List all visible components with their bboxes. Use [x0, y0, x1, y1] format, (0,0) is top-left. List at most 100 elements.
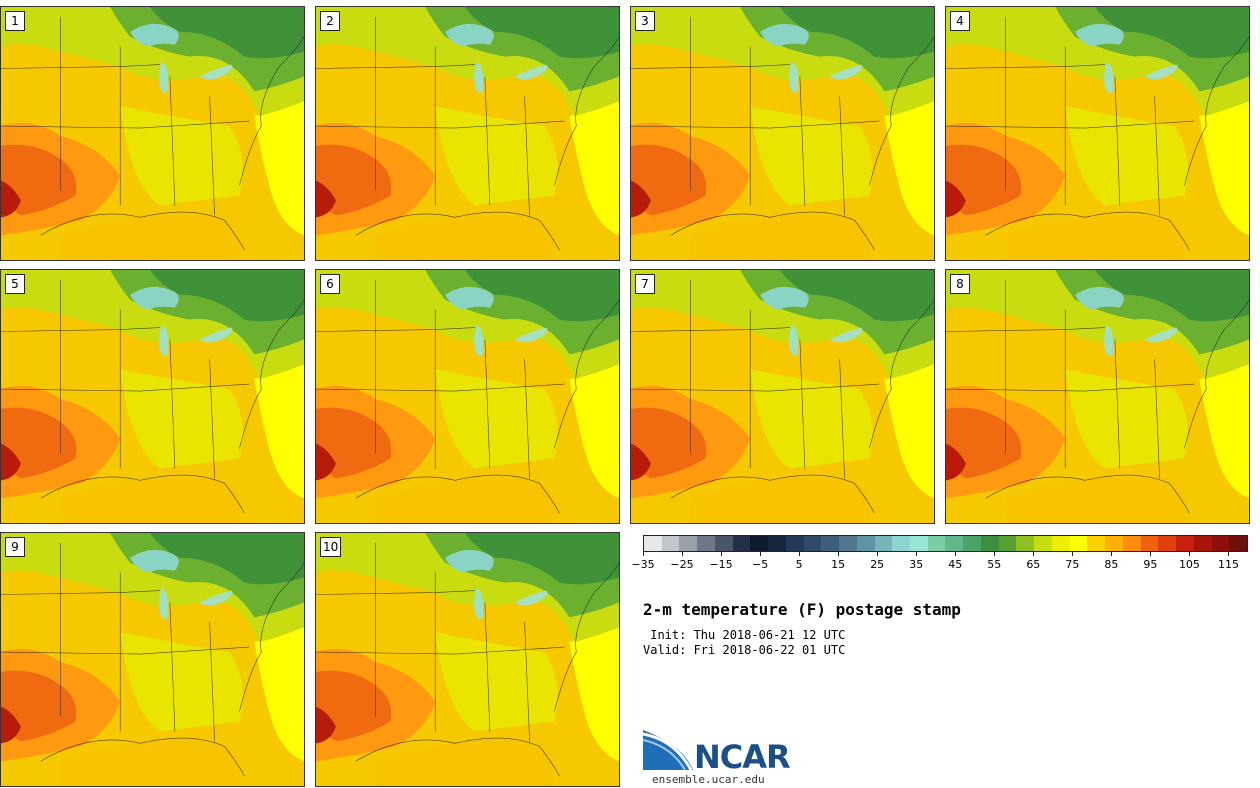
colorbar-swatch	[1034, 536, 1052, 551]
colorbar-tick	[1111, 552, 1113, 556]
colorbar-tick-label: 65	[1026, 558, 1041, 571]
temperature-map-image	[1, 7, 304, 260]
colorbar-swatch	[839, 536, 857, 551]
logo-url: ensemble.ucar.edu	[652, 773, 765, 786]
colorbar-tick-label: 75	[1065, 558, 1080, 571]
colorbar-swatch	[714, 536, 733, 551]
colorbar-swatch	[1140, 536, 1159, 551]
ncar-logo-icon	[643, 730, 693, 771]
colorbar-swatch	[785, 536, 804, 551]
stamp-panel: 2	[315, 6, 620, 261]
stamp-panel: 10	[315, 532, 620, 787]
colorbar-tick-label: 45	[948, 558, 963, 571]
stamp-panel: 9	[0, 532, 305, 787]
temperature-colorbar	[643, 535, 1248, 552]
colorbar-tick	[721, 552, 723, 556]
valid-time: Valid: Fri 2018-06-22 01 UTC	[643, 643, 846, 657]
colorbar-swatch	[661, 536, 680, 551]
colorbar-tick-label: −5	[751, 558, 769, 571]
temperature-map-image	[631, 7, 934, 260]
colorbar-swatch	[1193, 536, 1212, 551]
temperature-map-image	[316, 270, 619, 523]
colorbar-swatch	[980, 536, 999, 551]
member-number-label: 8	[950, 274, 970, 294]
colorbar-swatch	[732, 536, 751, 551]
colorbar-swatch	[644, 536, 662, 551]
colorbar-tick-label: 95	[1143, 558, 1158, 571]
temperature-map-image	[316, 7, 619, 260]
member-number-label: 3	[635, 11, 655, 31]
temperature-map-image	[1, 270, 304, 523]
member-number-label: 6	[320, 274, 340, 294]
colorbar-tick	[760, 552, 762, 556]
colorbar-tick-label: 35	[909, 558, 924, 571]
colorbar-swatch	[1229, 536, 1247, 551]
member-number-label: 1	[5, 11, 25, 31]
colorbar-swatch	[910, 536, 928, 551]
stamp-panel: 4	[945, 6, 1250, 261]
colorbar-swatch	[1158, 536, 1177, 551]
init-time: Init: Thu 2018-06-21 12 UTC	[643, 628, 846, 642]
stamp-panel: 8	[945, 269, 1250, 524]
colorbar-tick-label: −15	[709, 558, 733, 571]
colorbar-swatch	[1069, 536, 1088, 551]
colorbar-swatch	[998, 536, 1017, 551]
colorbar-swatch	[945, 536, 964, 551]
colorbar-tick-label: 105	[1178, 558, 1200, 571]
colorbar-swatch	[803, 536, 822, 551]
colorbar-tick-label: 85	[1104, 558, 1119, 571]
figure-title: 2-m temperature (F) postage stamp	[643, 600, 961, 619]
colorbar-tick	[1072, 552, 1074, 556]
colorbar-swatch	[856, 536, 875, 551]
member-number-label: 7	[635, 274, 655, 294]
stamp-panel: 7	[630, 269, 935, 524]
temperature-map-image	[1, 533, 304, 786]
member-number-label: 4	[950, 11, 970, 31]
member-number-label: 10	[320, 537, 342, 557]
colorbar-swatch	[892, 536, 911, 551]
colorbar-swatch	[1122, 536, 1141, 551]
colorbar-swatch	[874, 536, 893, 551]
colorbar-swatch	[750, 536, 769, 551]
colorbar-tick	[643, 552, 644, 556]
colorbar-swatch	[821, 536, 840, 551]
colorbar-swatch	[679, 536, 698, 551]
stamp-panel: 6	[315, 269, 620, 524]
colorbar-tick	[1033, 552, 1035, 556]
colorbar-tick-label: 115	[1217, 558, 1239, 571]
member-number-label: 5	[5, 274, 25, 294]
temperature-map-image	[946, 270, 1249, 523]
colorbar-tick-label: 55	[987, 558, 1002, 571]
temperature-map-image	[316, 533, 619, 786]
colorbar-tick	[1189, 552, 1191, 556]
colorbar-swatch	[768, 536, 786, 551]
colorbar-tick	[799, 552, 801, 556]
colorbar-swatch	[927, 536, 946, 551]
colorbar-swatch	[1105, 536, 1123, 551]
colorbar-swatch	[1211, 536, 1230, 551]
colorbar-tick-label: 25	[870, 558, 885, 571]
colorbar-tick-label: 5	[795, 558, 803, 571]
stamp-panel: 5	[0, 269, 305, 524]
colorbar-tick	[916, 552, 918, 556]
colorbar-swatch	[1176, 536, 1194, 551]
colorbar-tick-label: 15	[831, 558, 846, 571]
colorbar-swatch	[963, 536, 981, 551]
colorbar-tick	[682, 552, 684, 556]
ncar-logo-text: NCAR	[694, 738, 791, 776]
colorbar-swatch	[1016, 536, 1035, 551]
colorbar-tick-label: −25	[670, 558, 694, 571]
colorbar-ticks: −35 −25 −15 −5 5 15 25 35 45 55 65 75 85 95 105 115	[631, 552, 1248, 574]
colorbar-swatch	[1087, 536, 1106, 551]
colorbar-tick	[1150, 552, 1152, 556]
colorbar-tick-label: −35	[631, 558, 655, 571]
member-number-label: 2	[320, 11, 340, 31]
colorbar-swatch	[1051, 536, 1070, 551]
member-number-label: 9	[5, 537, 25, 557]
colorbar-tick	[1228, 552, 1230, 556]
colorbar-tick	[955, 552, 957, 556]
stamp-panel: 1	[0, 6, 305, 261]
stamp-panel: 3	[630, 6, 935, 261]
colorbar-swatch	[697, 536, 715, 551]
colorbar-tick	[877, 552, 879, 556]
